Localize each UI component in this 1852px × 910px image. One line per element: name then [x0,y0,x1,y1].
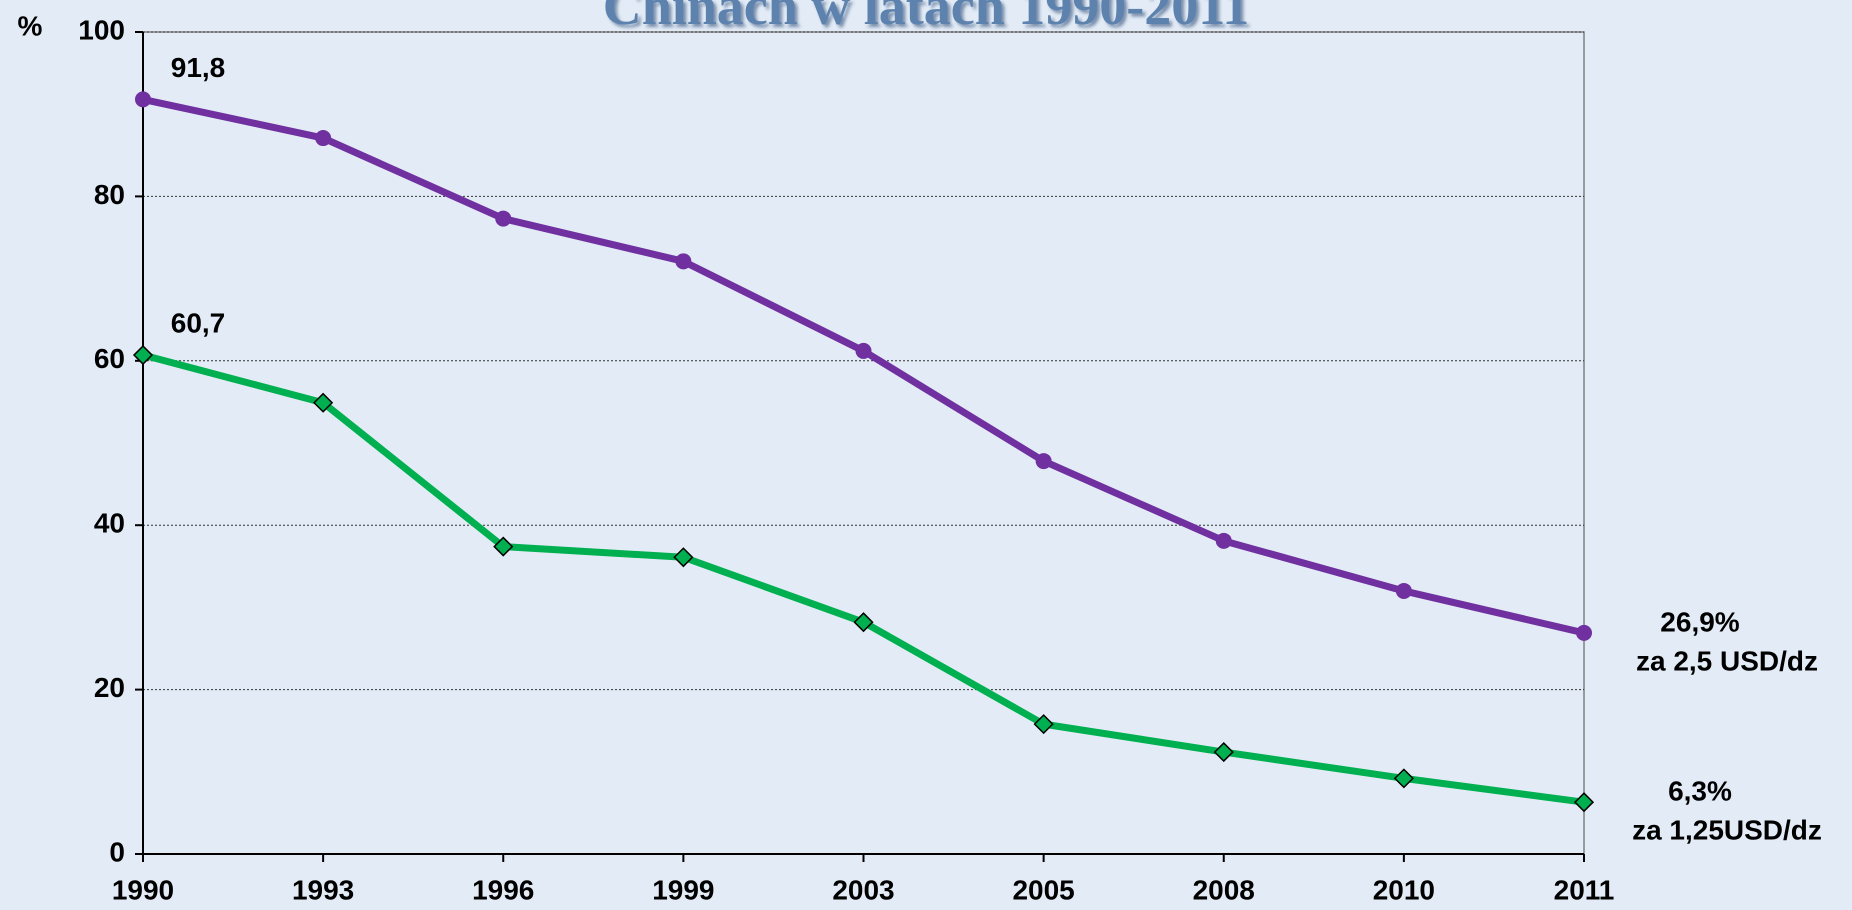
y-tick-label: 0 [109,836,125,867]
marker [1395,582,1412,599]
marker [1035,453,1052,470]
series-line [142,95,1585,637]
data-label: 6,3% [1668,776,1732,807]
marker [1213,742,1234,763]
data-label: 60,7 [171,307,226,338]
marker [313,392,334,413]
x-tick-label: 1999 [652,874,714,905]
legend-label: za 1,25USD/dz [1632,815,1822,846]
chart-title: Chinach w latach 1990-2011 [603,0,1250,36]
marker [1393,768,1414,789]
marker [1033,714,1054,735]
y-tick-label: 40 [94,508,125,539]
y-tick-label: 60 [94,343,125,374]
marker [673,547,694,568]
y-axis-label: % [18,10,43,41]
marker [135,91,151,108]
y-tick-label: 20 [94,672,125,703]
marker [315,130,332,147]
marker [132,344,154,366]
marker [495,210,512,227]
y-tick-label: 80 [94,179,125,210]
marker [1215,532,1232,549]
marker [1576,624,1592,641]
marker [493,536,514,557]
x-tick-label: 2008 [1193,874,1255,905]
marker [1573,792,1595,813]
x-tick-label: 2003 [832,874,894,905]
data-label: 91,8 [171,52,226,83]
y-tick-label: 100 [78,14,125,45]
marker [675,253,692,270]
x-tick-label: 2005 [1012,874,1074,905]
x-tick-label: 2011 [1554,874,1615,905]
x-tick-label: 2010 [1373,874,1435,905]
x-tick-label: 1990 [112,874,174,905]
x-tick-label: 1996 [472,874,534,905]
legend-label: za 2,5 USD/dz [1636,645,1818,676]
marker [855,342,872,359]
marker [853,612,874,633]
x-tick-label: 1993 [292,874,354,905]
data-label: 26,9% [1660,606,1739,637]
